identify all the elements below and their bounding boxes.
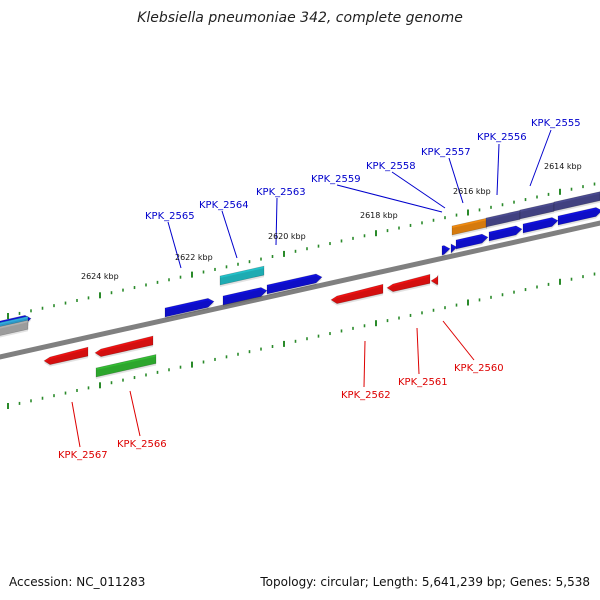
genome-backbone xyxy=(0,220,600,360)
gene-orange-shadow xyxy=(452,220,487,237)
gene-slate-2-shadow xyxy=(520,204,554,221)
gene-kpk-2565-shadow xyxy=(165,300,214,319)
gene-kpk-2555 xyxy=(522,217,559,234)
gene-kpk-2566 xyxy=(94,335,154,357)
callout-kpk-2558 xyxy=(391,171,446,209)
scale-label-2624: 2624 kbp xyxy=(81,272,119,281)
gene-kpk-2564-shadow xyxy=(223,289,267,307)
gene-kpk-2558-shadow xyxy=(451,246,457,255)
gene-kpk-2554-shadow xyxy=(558,209,600,227)
callout-kpk-2563 xyxy=(275,197,278,246)
outer-tick-track xyxy=(7,182,596,319)
gene-slate-2 xyxy=(519,201,555,220)
gene-kpk-2561 xyxy=(386,273,431,292)
scale-label-2622: 2622 kbp xyxy=(175,253,213,262)
gene-kpk-2556 xyxy=(488,225,523,242)
gene-label-kpk-2565[interactable]: KPK_2565 xyxy=(145,211,195,222)
scale-label-2616: 2616 kbp xyxy=(453,187,491,196)
gene-label-kpk-2556[interactable]: KPK_2556 xyxy=(477,132,527,143)
gene-kpk-2566-green-shadow xyxy=(96,356,156,379)
gene-kpk-2563 xyxy=(266,273,323,295)
gene-kpk-2558 xyxy=(450,243,458,254)
scale-label-2618: 2618 kbp xyxy=(360,211,398,220)
callout-kpk-2560 xyxy=(442,320,475,361)
gene-kpk-2556-shadow xyxy=(489,227,522,243)
gene-label-kpk-2562[interactable]: KPK_2562 xyxy=(341,390,391,401)
gene-kpk-2559-shadow xyxy=(442,247,450,257)
gene-kpk-2565 xyxy=(164,298,215,318)
gene-kpk-2557-shadow xyxy=(456,236,488,251)
gene-left-gray-shadow xyxy=(0,322,28,338)
gene-label-kpk-2566[interactable]: KPK_2566 xyxy=(117,439,167,450)
gene-kpk-2566-shadow xyxy=(95,337,153,359)
accession-text: Accession: NC_011283 xyxy=(9,575,145,589)
gene-kpk-2555-shadow xyxy=(523,219,558,235)
callout-kpk-2567 xyxy=(71,401,81,448)
gene-label-kpk-2559[interactable]: KPK_2559 xyxy=(311,174,361,185)
page-title: Klebsiella pneumoniae 342, complete geno… xyxy=(137,10,463,26)
gene-label-kpk-2564[interactable]: KPK_2564 xyxy=(199,200,249,211)
genome-summary-text: Topology: circular; Length: 5,641,239 bp… xyxy=(259,575,590,589)
inner-tick-track xyxy=(7,272,596,409)
gene-kpk-2564-cyan-shadow xyxy=(220,268,264,287)
gene-label-kpk-2567[interactable]: KPK_2567 xyxy=(58,450,108,461)
gene-kpk-2563-shadow xyxy=(267,275,322,296)
callout-kpk-2557 xyxy=(448,157,464,204)
gene-left-gray xyxy=(0,319,29,336)
gene-kpk-2559 xyxy=(441,245,451,256)
gene-slate-3-shadow xyxy=(554,193,600,213)
gene-kpk-2560-shadow xyxy=(431,277,438,287)
gene-kpk-2567 xyxy=(43,346,89,365)
gene-kpk-2567-shadow xyxy=(44,349,88,367)
gene-label-kpk-2563[interactable]: KPK_2563 xyxy=(256,187,306,198)
gene-label-kpk-2560[interactable]: KPK_2560 xyxy=(454,363,504,374)
gene-label-kpk-2558[interactable]: KPK_2558 xyxy=(366,161,416,172)
gene-label-kpk-2557[interactable]: KPK_2557 xyxy=(421,147,471,158)
callout-kpk-2559 xyxy=(336,184,443,213)
callout-kpk-2556 xyxy=(496,143,500,196)
callout-kpk-2566 xyxy=(129,390,141,437)
gene-track xyxy=(0,191,600,379)
callout-kpk-2565 xyxy=(167,221,182,269)
gene-kpk-2564-cyan xyxy=(219,265,265,286)
gene-label-kpk-2555[interactable]: KPK_2555 xyxy=(531,118,581,129)
callout-kpk-2555 xyxy=(529,129,552,187)
gene-kpk-2566-green xyxy=(95,354,157,378)
gene-slate-3 xyxy=(553,191,600,212)
gene-kpk-2554 xyxy=(557,207,600,226)
gene-slate-1-shadow xyxy=(486,212,520,229)
gene-kpk-2560 xyxy=(430,274,439,285)
gene-kpk-2562 xyxy=(330,283,384,304)
gene-kpk-2564 xyxy=(222,287,268,306)
scale-label-2614: 2614 kbp xyxy=(544,162,582,171)
scale-label-2620: 2620 kbp xyxy=(268,232,306,241)
gene-label-kpk-2561[interactable]: KPK_2561 xyxy=(398,377,448,388)
callout-kpk-2564 xyxy=(221,210,238,259)
gene-orange xyxy=(451,217,488,236)
callout-lines xyxy=(71,129,552,448)
gene-kpk-2562-shadow xyxy=(331,286,383,306)
gene-kpk-2557 xyxy=(455,233,489,250)
gene-kpk-2561-shadow xyxy=(387,276,430,294)
gene-slate-1 xyxy=(485,209,521,228)
callout-kpk-2561 xyxy=(416,327,420,375)
callout-kpk-2562 xyxy=(363,340,366,388)
